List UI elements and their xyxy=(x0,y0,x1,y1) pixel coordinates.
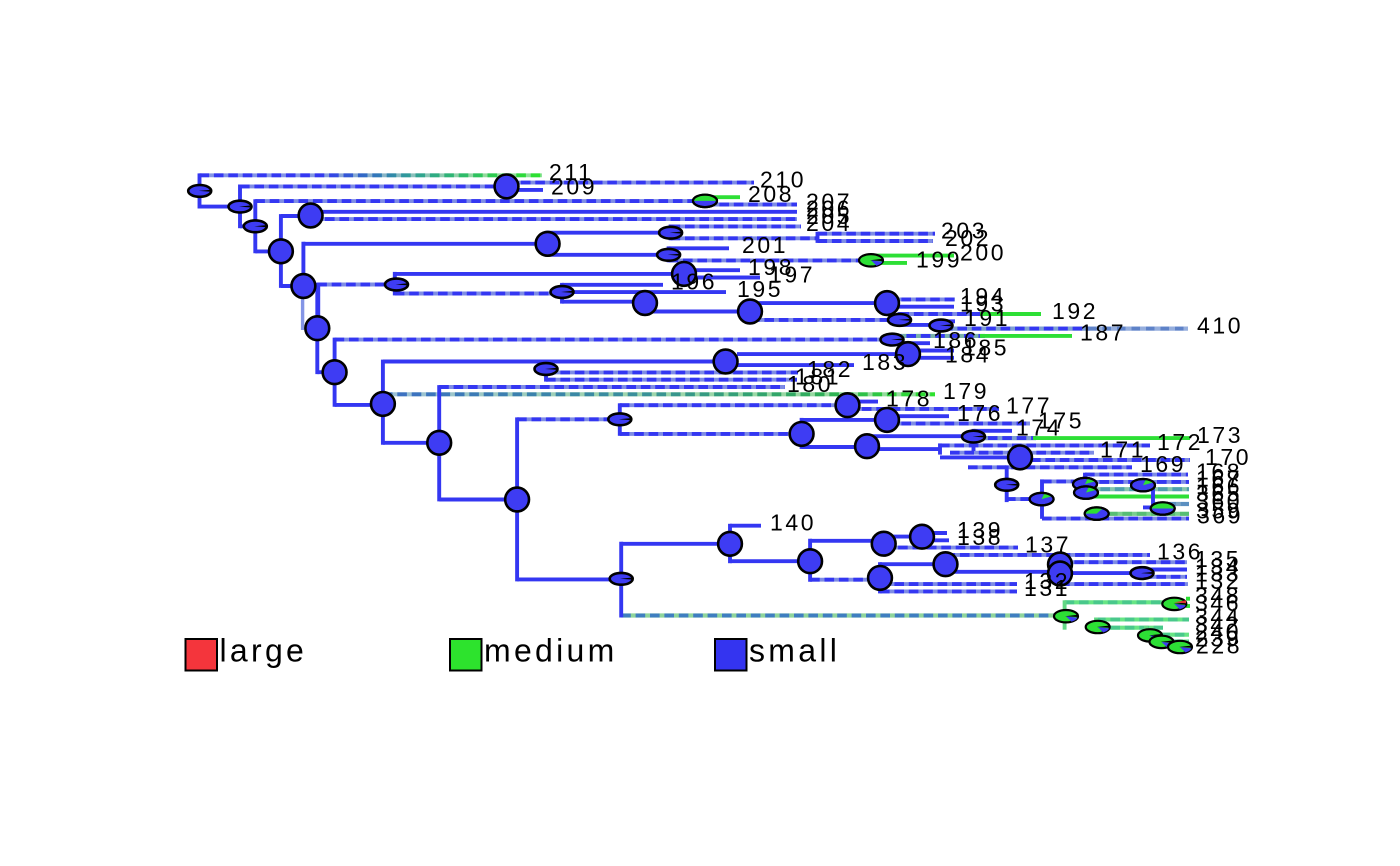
svg-text:346: 346 xyxy=(1195,590,1241,616)
svg-text:194: 194 xyxy=(960,283,1006,309)
svg-text:medium: medium xyxy=(484,633,618,669)
svg-text:187: 187 xyxy=(1080,320,1126,346)
svg-text:199: 199 xyxy=(916,247,962,273)
svg-text:197: 197 xyxy=(769,261,815,287)
svg-text:200: 200 xyxy=(960,239,1006,265)
svg-text:167: 167 xyxy=(1196,466,1242,492)
svg-text:171: 171 xyxy=(1100,437,1146,463)
svg-text:169: 169 xyxy=(1140,451,1186,477)
svg-text:139: 139 xyxy=(957,517,1003,543)
svg-text:134: 134 xyxy=(1195,553,1241,579)
svg-text:176: 176 xyxy=(957,400,1003,426)
svg-text:193: 193 xyxy=(960,291,1006,317)
svg-text:166: 166 xyxy=(1196,473,1242,499)
svg-text:132: 132 xyxy=(1024,568,1070,594)
svg-text:137: 137 xyxy=(1025,531,1071,557)
svg-text:173: 173 xyxy=(1197,422,1243,448)
svg-text:170: 170 xyxy=(1205,444,1251,470)
svg-text:185: 185 xyxy=(963,334,1009,360)
svg-text:208: 208 xyxy=(748,181,794,207)
svg-text:342: 342 xyxy=(1195,612,1241,638)
svg-text:348: 348 xyxy=(1195,583,1241,609)
svg-text:228: 228 xyxy=(1196,633,1242,659)
svg-text:207: 207 xyxy=(806,188,852,214)
svg-text:175: 175 xyxy=(1038,407,1084,433)
svg-text:360: 360 xyxy=(1196,488,1242,514)
svg-text:small: small xyxy=(749,633,840,669)
svg-text:410: 410 xyxy=(1197,312,1243,338)
svg-text:344: 344 xyxy=(1195,603,1241,629)
svg-text:196: 196 xyxy=(671,269,717,295)
svg-text:131: 131 xyxy=(1024,575,1070,601)
svg-text:186: 186 xyxy=(933,327,979,353)
svg-text:large: large xyxy=(220,633,308,669)
svg-text:209: 209 xyxy=(551,174,597,200)
svg-text:184: 184 xyxy=(945,342,991,368)
svg-text:205: 205 xyxy=(806,203,852,229)
svg-text:240: 240 xyxy=(1195,619,1241,645)
svg-text:180: 180 xyxy=(787,371,833,397)
svg-text:140: 140 xyxy=(770,510,816,536)
svg-text:210: 210 xyxy=(760,166,806,192)
svg-text:195: 195 xyxy=(737,276,783,302)
svg-text:204: 204 xyxy=(806,210,852,236)
svg-text:191: 191 xyxy=(964,305,1010,331)
svg-text:168: 168 xyxy=(1196,458,1242,484)
svg-text:206: 206 xyxy=(806,196,852,222)
svg-text:132: 132 xyxy=(1195,568,1241,594)
svg-text:133: 133 xyxy=(1195,561,1241,587)
svg-text:192: 192 xyxy=(1052,298,1098,324)
svg-text:138: 138 xyxy=(957,524,1003,550)
svg-text:201: 201 xyxy=(742,232,788,258)
svg-text:202: 202 xyxy=(945,225,991,251)
svg-text:369: 369 xyxy=(1197,502,1243,528)
svg-text:182: 182 xyxy=(807,356,853,382)
svg-text:183: 183 xyxy=(862,349,908,375)
svg-text:172: 172 xyxy=(1157,429,1203,455)
svg-text:365: 365 xyxy=(1196,480,1242,506)
svg-text:179: 179 xyxy=(943,378,989,404)
svg-text:135: 135 xyxy=(1195,546,1241,572)
svg-text:211: 211 xyxy=(549,159,593,185)
svg-text:177: 177 xyxy=(1006,393,1052,419)
svg-text:198: 198 xyxy=(748,254,794,280)
svg-text:136: 136 xyxy=(1157,539,1203,565)
svg-text:181: 181 xyxy=(795,364,841,390)
svg-text:174: 174 xyxy=(1016,415,1062,441)
svg-text:359: 359 xyxy=(1196,498,1242,524)
svg-text:239: 239 xyxy=(1195,625,1241,651)
svg-text:203: 203 xyxy=(941,218,987,244)
svg-text:178: 178 xyxy=(886,385,932,411)
